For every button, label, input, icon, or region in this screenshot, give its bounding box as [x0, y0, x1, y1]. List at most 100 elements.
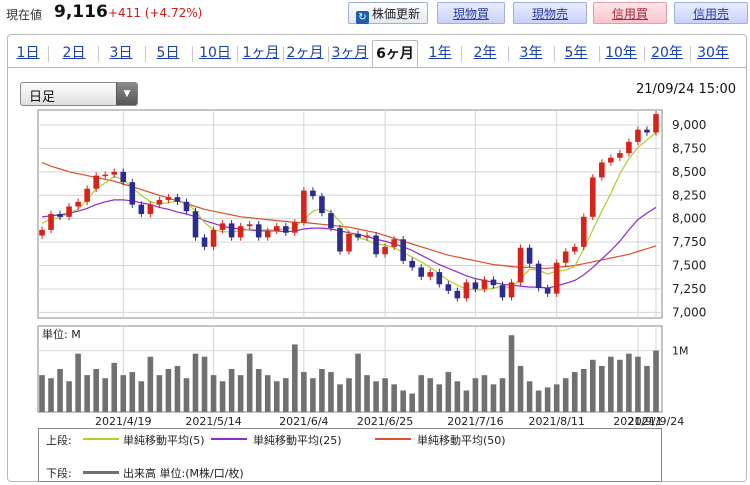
margin-sell-button[interactable]: 信用売	[674, 2, 748, 24]
candle-body	[219, 223, 226, 230]
candle-body	[346, 233, 352, 252]
candle-body	[427, 272, 434, 277]
volume-tick-label: 1M	[672, 345, 689, 358]
candle-body	[282, 226, 289, 233]
x-tick-label: 2021/9/24	[628, 415, 684, 428]
tab-2m[interactable]: 2ヶ月	[286, 45, 324, 61]
margin-buy-button[interactable]: 信用買	[593, 2, 667, 24]
candle-body	[273, 226, 280, 231]
y-tick-label: 9,000	[672, 118, 706, 132]
volume-bar	[337, 384, 343, 412]
tab-1d[interactable]: 1日	[16, 45, 40, 61]
legend-volume-swatch	[83, 471, 119, 474]
tab-3m[interactable]: 3ヶ月	[331, 45, 369, 61]
tab-2d[interactable]: 2日	[62, 45, 86, 61]
candle-body	[526, 247, 533, 264]
volume-bar	[129, 372, 136, 412]
tab-2y[interactable]: 2年	[473, 45, 497, 61]
volume-bar	[535, 390, 542, 412]
ma50-line	[41, 161, 657, 269]
y-tick-label: 7,500	[672, 259, 706, 273]
candle-body	[75, 201, 81, 207]
volume-bar	[57, 369, 63, 412]
legend-ma50-label: 単純移動平均(50)	[417, 434, 506, 447]
candle-body	[355, 233, 361, 238]
volume-bar	[436, 384, 443, 412]
candle-body	[48, 214, 54, 230]
x-tick-label: 2021/6/4	[279, 415, 328, 428]
candle-body	[246, 224, 253, 227]
candle-body	[292, 222, 298, 233]
volume-bar	[445, 372, 452, 412]
tab-30y[interactable]: 30年	[697, 45, 729, 61]
candle-body	[102, 174, 109, 177]
x-tick-label: 2021/4/19	[95, 415, 151, 428]
x-tick-label: 2021/5/14	[185, 415, 241, 428]
candle-body	[409, 260, 416, 268]
volume-bar	[427, 378, 434, 412]
y-tick-label: 7,000	[672, 305, 706, 319]
volume-bar	[346, 378, 352, 412]
candle-body	[436, 272, 443, 285]
refresh-price-button[interactable]: ↻ 株価更新	[348, 2, 428, 24]
tab-3d[interactable]: 3日	[109, 45, 133, 61]
volume-bar	[301, 372, 307, 412]
tab-5y[interactable]: 5年	[564, 45, 588, 61]
refresh-price-label: 株価更新	[371, 7, 420, 21]
volume-bar	[599, 365, 605, 412]
tab-3y[interactable]: 3年	[519, 45, 543, 61]
candle-body	[228, 223, 235, 238]
volume-bar	[608, 356, 614, 412]
candle-body	[192, 211, 199, 238]
volume-bar	[508, 335, 515, 412]
volume-bar	[310, 378, 316, 412]
tab-10y[interactable]: 10年	[605, 45, 637, 61]
candle-body	[635, 129, 641, 142]
volume-bar	[273, 381, 280, 412]
candle-body	[580, 216, 587, 247]
legend-lower-label: 下段:	[46, 467, 72, 480]
y-tick-label: 8,750	[672, 141, 706, 155]
candle-body	[589, 177, 596, 217]
candle-body	[310, 190, 316, 197]
legend-upper-label: 上段:	[46, 434, 72, 447]
volume-bar	[237, 375, 244, 412]
volume-bar	[463, 390, 470, 412]
candle-body	[608, 157, 614, 163]
candle-body	[454, 290, 461, 299]
tab-1y[interactable]: 1年	[428, 45, 452, 61]
volume-bar	[617, 359, 623, 412]
volume-bar	[75, 353, 81, 412]
candle-body	[499, 285, 506, 298]
tab-5d[interactable]: 5日	[156, 45, 180, 61]
candle-body	[571, 246, 578, 252]
volume-bar	[571, 372, 578, 412]
tab-20y[interactable]: 20年	[651, 45, 683, 61]
spot-buy-button[interactable]: 現物買	[437, 2, 505, 24]
candle-body	[174, 197, 181, 202]
volume-bar	[174, 365, 181, 412]
volume-bar	[93, 369, 99, 412]
volume-bar	[553, 384, 560, 412]
volume-bar	[418, 375, 425, 412]
candle-body	[156, 199, 163, 205]
volume-bar	[481, 375, 488, 412]
volume-bar	[391, 384, 397, 412]
period-select[interactable]: 日足 ▼	[20, 82, 138, 106]
candle-body	[183, 201, 190, 212]
quote-header: 現在値 9,116 +411 (+4.72%) ↻ 株価更新 現物買 現物売 信用…	[0, 0, 750, 28]
candle-body	[129, 182, 136, 205]
x-tick-label: 2021/6/25	[357, 415, 413, 428]
candle-body	[120, 171, 127, 183]
refresh-icon: ↻	[355, 11, 369, 24]
tab-6m[interactable]: 6ヶ月	[372, 40, 418, 67]
tab-1m[interactable]: 1ヶ月	[242, 45, 280, 61]
legend-volume-label: 出来高 単位:(M株/口/枚)	[123, 467, 244, 480]
tab-10d[interactable]: 10日	[199, 45, 231, 61]
volume-bar	[319, 369, 325, 412]
spot-sell-button[interactable]: 現物売	[513, 2, 587, 24]
y-tick-label: 7,250	[672, 282, 706, 296]
y-tick-label: 8,000	[672, 212, 706, 226]
legend-ma5-label: 単純移動平均(5)	[123, 434, 205, 447]
candle-body	[66, 206, 72, 217]
